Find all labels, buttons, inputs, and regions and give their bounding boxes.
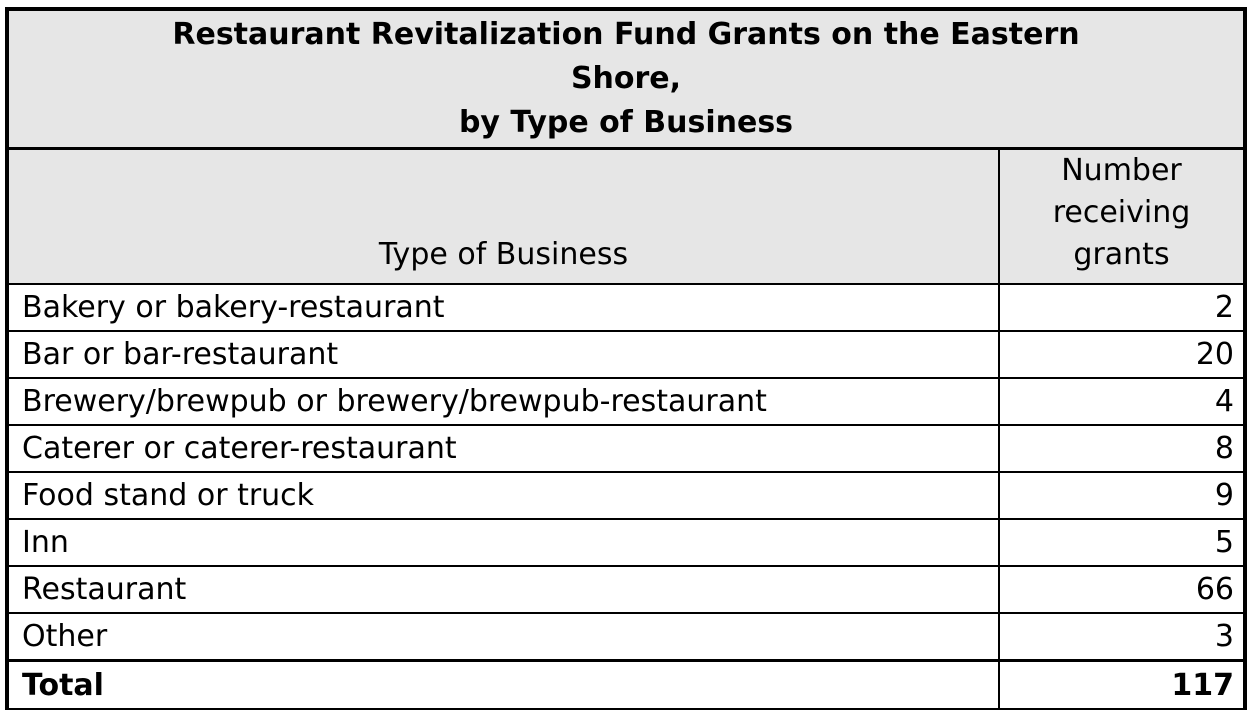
grant-count-cell: 5 [998,518,1245,566]
column-header-number-receiving-grants: Number receiving grants [998,148,1245,284]
table-row: Inn 5 [7,518,1245,566]
table-row: Caterer or caterer-restaurant 8 [7,424,1245,472]
business-type-cell: Restaurant [7,565,999,613]
business-type-cell: Other [7,612,999,661]
table-row: Restaurant 66 [7,565,1245,613]
grant-count-cell: 4 [998,377,1245,425]
grants-table: Restaurant Revitalization Fund Grants on… [5,7,1247,710]
grant-count-cell: 2 [998,283,1245,331]
table-title: Restaurant Revitalization Fund Grants on… [7,9,1245,150]
grant-count-cell: 8 [998,424,1245,472]
table-row: Brewery/brewpub or brewery/brewpub-resta… [7,377,1245,425]
total-row: Total 117 [7,659,1245,710]
grant-count-cell: 20 [998,330,1245,378]
table-row: Food stand or truck 9 [7,471,1245,519]
business-type-cell: Bar or bar-restaurant [7,330,999,378]
business-type-cell: Caterer or caterer-restaurant [7,424,999,472]
total-count-cell: 117 [998,659,1245,710]
table-row: Other 3 [7,612,1245,661]
business-type-cell: Brewery/brewpub or brewery/brewpub-resta… [7,377,999,425]
grant-count-cell: 3 [998,612,1245,661]
table-row: Bakery or bakery-restaurant 2 [7,283,1245,331]
business-type-cell: Bakery or bakery-restaurant [7,283,999,331]
grant-count-cell: 66 [998,565,1245,613]
business-type-cell: Inn [7,518,999,566]
total-label-cell: Total [7,659,999,710]
business-type-cell: Food stand or truck [7,471,999,519]
column-header-row: Type of Business Number receiving grants [7,148,1245,284]
title-row: Restaurant Revitalization Fund Grants on… [7,9,1245,150]
column-header-type-of-business: Type of Business [7,148,999,284]
grant-count-cell: 9 [998,471,1245,519]
table-row: Bar or bar-restaurant 20 [7,330,1245,378]
